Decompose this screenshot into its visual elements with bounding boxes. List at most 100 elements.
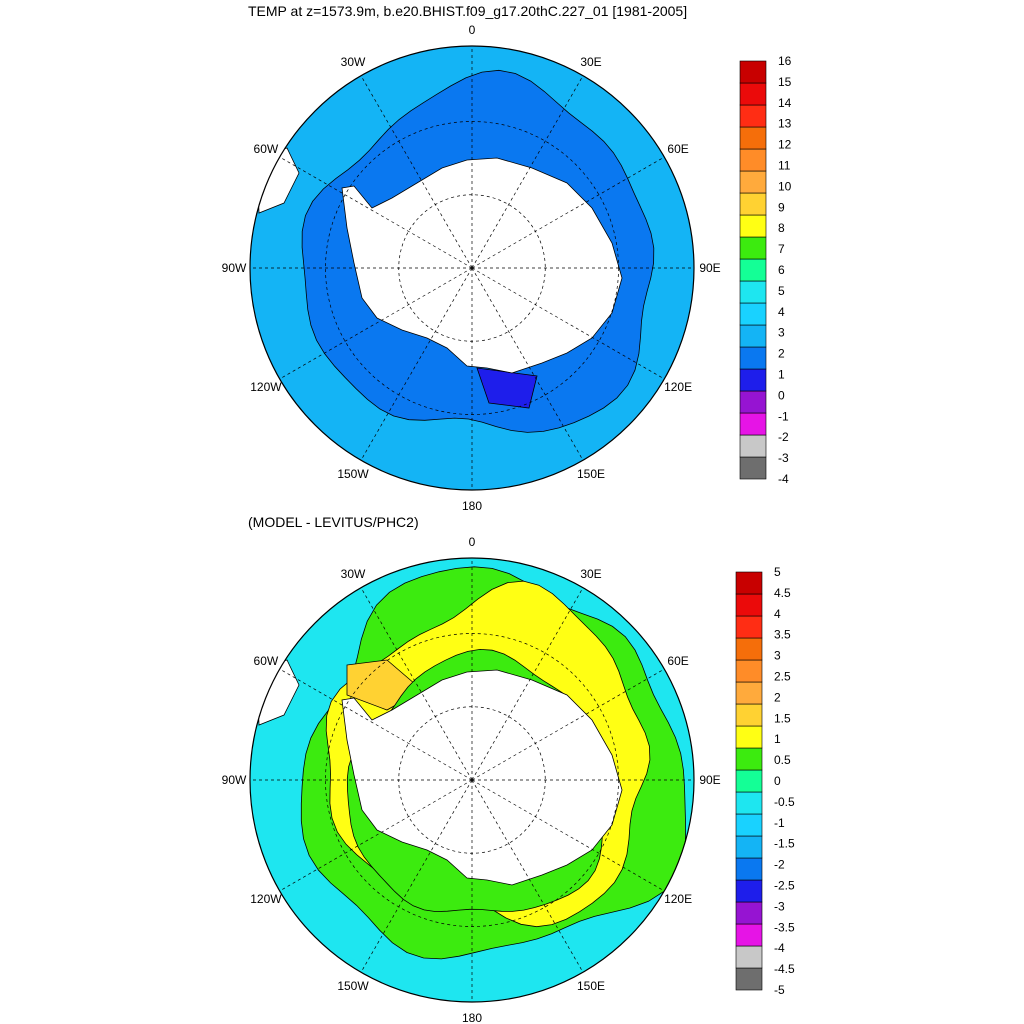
colorbar-swatch [739, 170, 767, 194]
colorbar-swatch [735, 901, 763, 925]
meridian-line [360, 267, 473, 461]
colorbar-label: 8 [778, 221, 785, 235]
meridian-line [360, 75, 473, 269]
meridian-line [360, 587, 473, 781]
colorbar-label: 5 [774, 565, 781, 579]
colorbar-label: 14 [778, 96, 792, 110]
antarctica-land [341, 157, 623, 374]
longitude-label: 150E [577, 979, 605, 993]
colorbar-swatch [735, 725, 763, 749]
colorbar-label: 5 [778, 284, 785, 298]
meridian-line [279, 779, 473, 892]
colorbar-swatch [735, 703, 763, 727]
colorbar-label: 1 [774, 732, 781, 746]
colorbar-label: 3 [778, 326, 785, 340]
longitude-label: 0 [469, 535, 476, 549]
colorbar-swatch [739, 434, 767, 458]
longitude-label: 60W [254, 142, 279, 156]
longitude-label: 120E [664, 380, 692, 394]
colorbar-swatch [735, 681, 763, 705]
colorbar-swatch [739, 82, 767, 106]
colorbar-swatch [735, 615, 763, 639]
colorbar-swatch [739, 302, 767, 326]
meridian-line [471, 156, 665, 269]
colorbar-label: 0 [774, 774, 781, 788]
colorbar-label: 1 [778, 368, 785, 382]
colorbar-swatch [735, 967, 763, 991]
colorbar-swatch [739, 258, 767, 282]
colorbar-label: 2 [774, 690, 781, 704]
colorbar-label: 2 [778, 347, 785, 361]
longitude-label: 0 [469, 23, 476, 37]
colorbar-swatch [739, 324, 767, 348]
colorbar-swatch [735, 593, 763, 617]
longitude-label: 30E [580, 567, 601, 581]
colorbar-label: -2.5 [774, 879, 795, 893]
colorbar-swatch [739, 214, 767, 238]
colorbar-label: -0.5 [774, 795, 795, 809]
colorbar-label: 16 [778, 54, 792, 68]
longitude-label: 150W [337, 979, 369, 993]
longitude-label: 120W [250, 380, 282, 394]
longitude-label: 180 [462, 499, 482, 513]
longitude-label: 90W [222, 261, 247, 275]
meridian-line [471, 779, 665, 892]
antarctica-land [341, 669, 623, 886]
meridian-line [471, 267, 584, 461]
colorbar-label: 6 [778, 263, 785, 277]
colorbar-2: 5 4.5 4 3.5 3 2.5 2 1.5 1 0.5 0 -0.5 -1 -1.5 -2 -2.5 -3 -… [735, 565, 795, 997]
colorbar-swatch [735, 637, 763, 661]
colorbar-label: 3.5 [774, 628, 791, 642]
meridian-line [471, 587, 584, 781]
colorbar-label: -3.5 [774, 920, 795, 934]
colorbar-label: 12 [778, 138, 792, 152]
colorbar-swatch [735, 769, 763, 793]
meridian-line [279, 267, 473, 380]
colorbar-label: -1 [778, 409, 789, 423]
colorbar-swatch [739, 236, 767, 260]
longitude-label: 30E [580, 55, 601, 69]
colorbar-label: 4.5 [774, 586, 791, 600]
longitude-label: 180 [462, 1011, 482, 1024]
colorbar-label: -4.5 [774, 962, 795, 976]
colorbar-swatch [735, 747, 763, 771]
colorbar-swatch [739, 104, 767, 128]
longitude-label: 60E [667, 142, 688, 156]
colorbar-label: -1 [774, 816, 785, 830]
longitude-label: 150W [337, 467, 369, 481]
colorbar-swatch [735, 791, 763, 815]
top-map-title: TEMP at z=1573.9m, b.e20.BHIST.f09_g17.2… [248, 3, 688, 19]
longitude-label: 120E [664, 892, 692, 906]
colorbar-swatch [735, 923, 763, 947]
colorbar-label: 0.5 [774, 753, 791, 767]
colorbar-swatch [739, 368, 767, 392]
map-boundary [249, 45, 695, 491]
colorbar-label: 9 [778, 200, 785, 214]
longitude-label: 90W [222, 773, 247, 787]
colorbar-swatch [739, 390, 767, 414]
colorbar-swatch [739, 148, 767, 172]
colorbar-label: 4 [778, 305, 785, 319]
colorbar-swatch [735, 857, 763, 881]
colorbar-swatch [735, 945, 763, 969]
longitude-label: 60E [667, 654, 688, 668]
colorbar-swatch [739, 60, 767, 84]
colorbar-swatch [739, 412, 767, 436]
colorbar-label: 3 [774, 649, 781, 663]
colorbar-swatch [739, 192, 767, 216]
longitude-label: 30W [341, 55, 366, 69]
meridian-line [471, 267, 665, 380]
colorbar-label: 15 [778, 75, 792, 89]
colorbar-swatch [739, 456, 767, 480]
colorbar-label: 7 [778, 242, 785, 256]
colorbar-swatch [739, 346, 767, 370]
colorbar-label: -5 [774, 983, 785, 997]
colorbar-label: 4 [774, 607, 781, 621]
colorbar-swatch [735, 571, 763, 595]
